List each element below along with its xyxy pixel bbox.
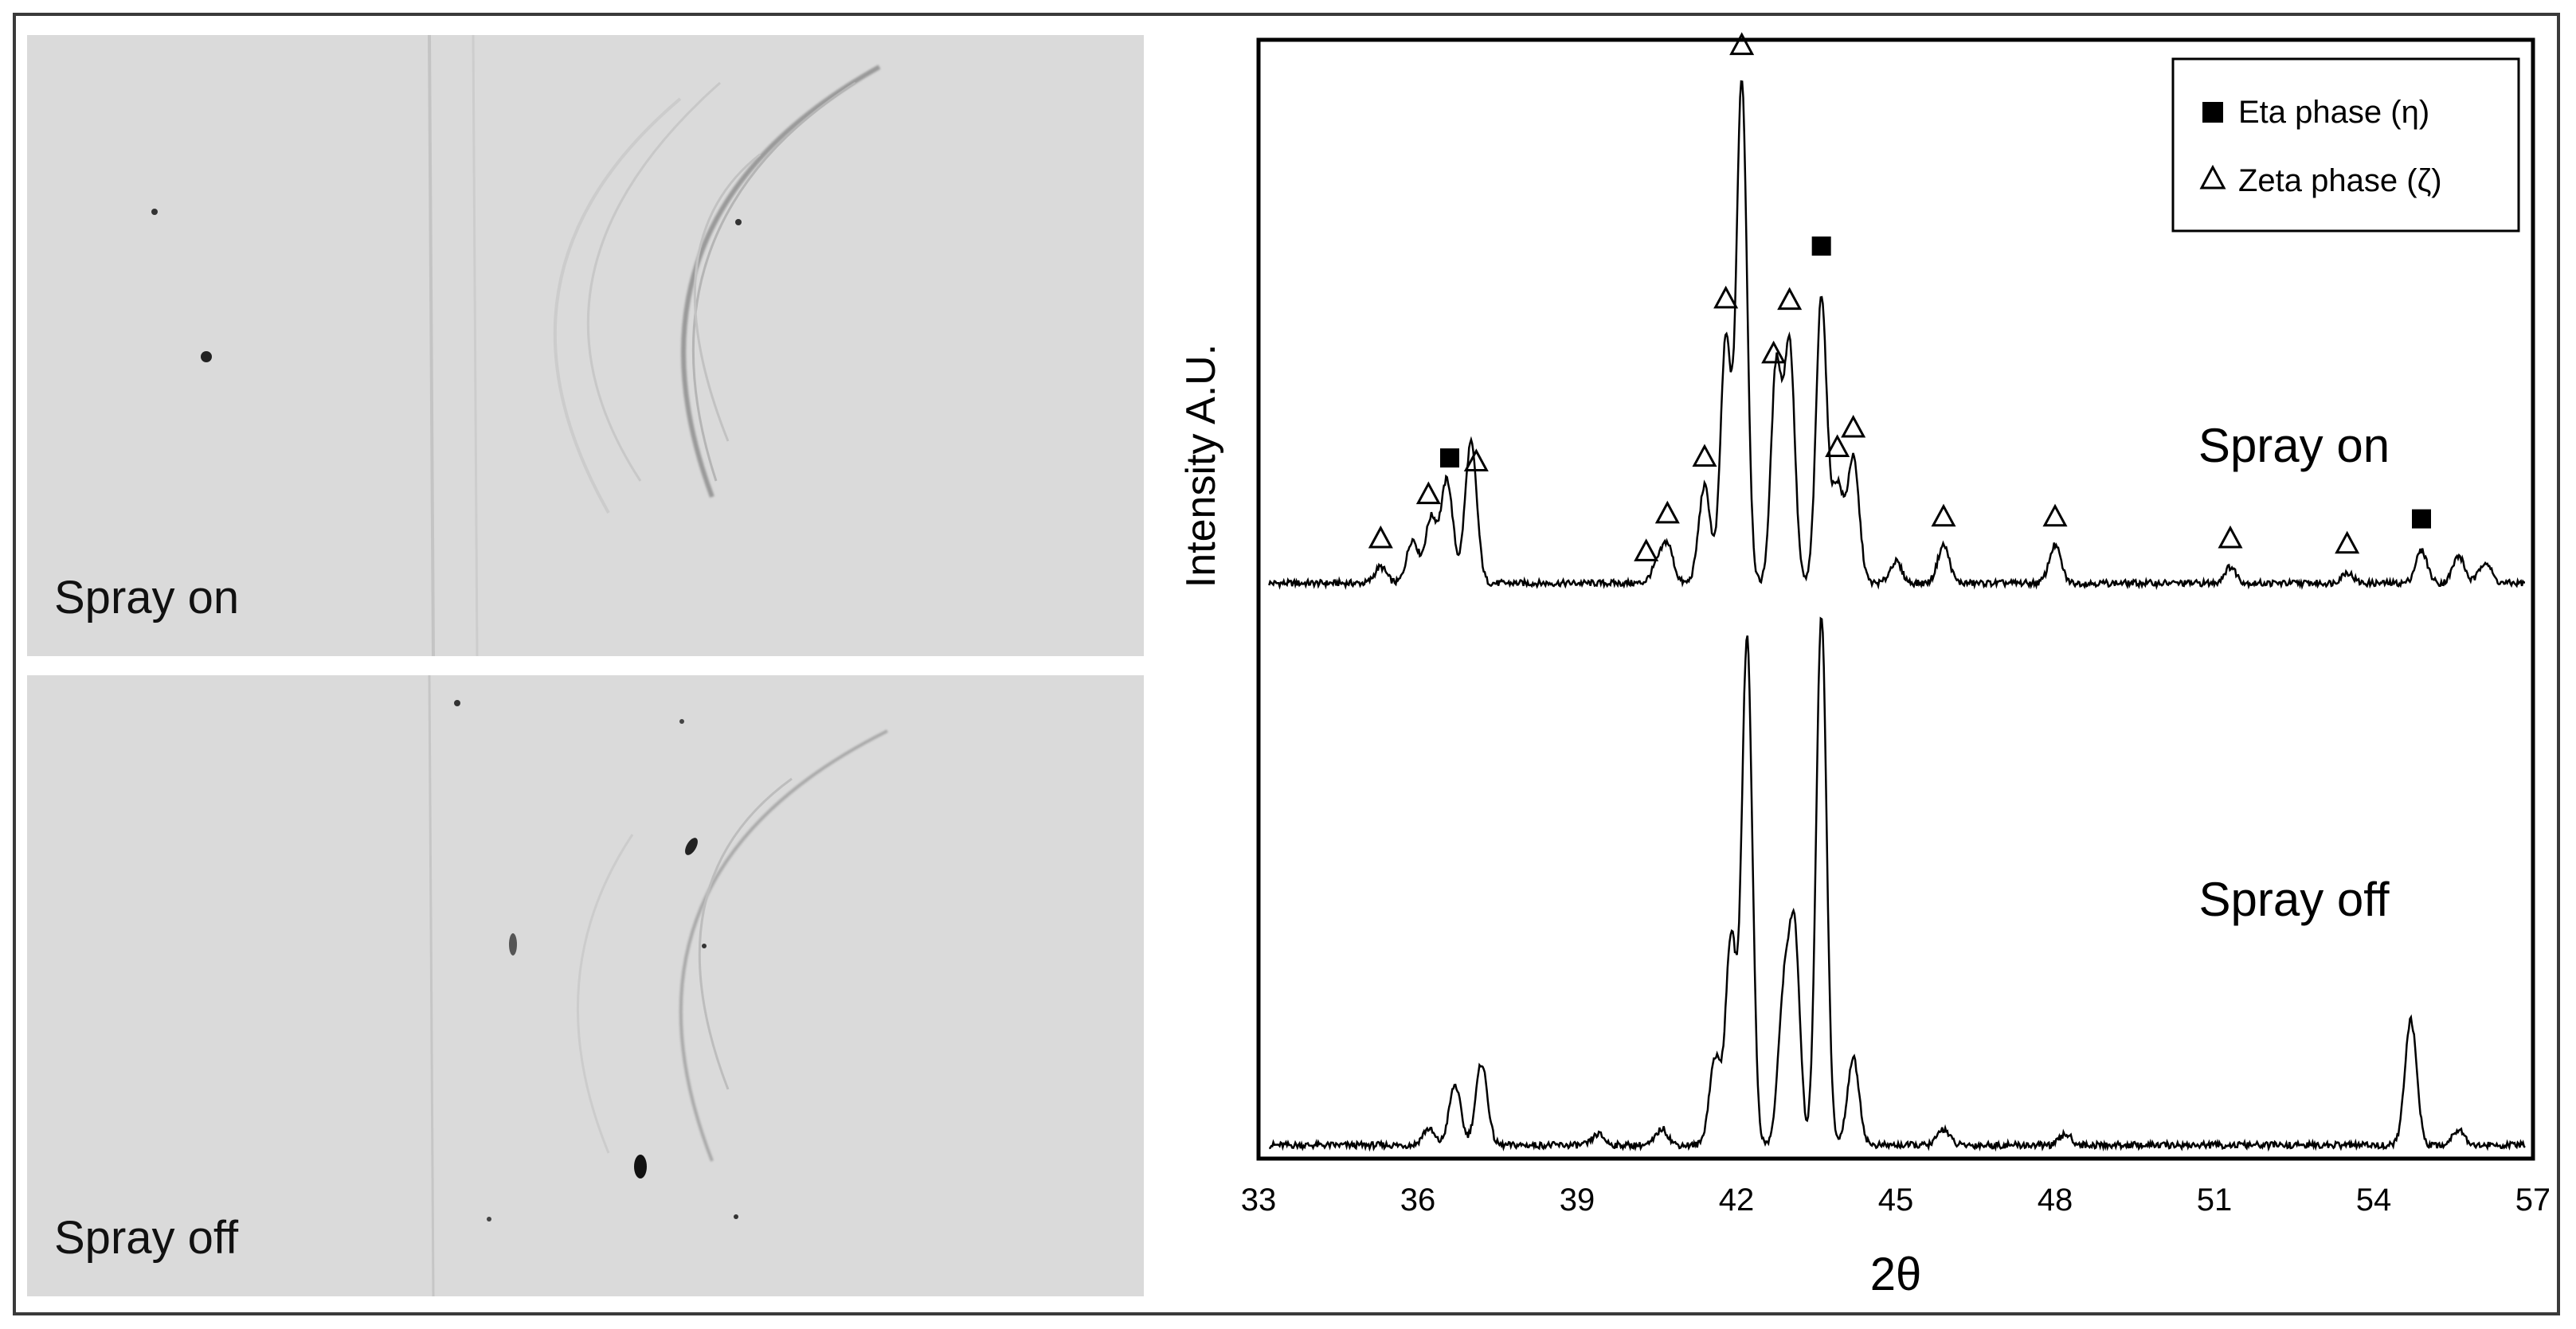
series-label-spray-off: Spray off [2198,873,2389,926]
legend-eta-label: Eta phase (η) [2238,95,2429,130]
legend-zeta-label: Zeta phase (ζ) [2238,163,2442,198]
legend-zeta-marker-icon [2199,164,2226,190]
diffraction-rings-top [27,35,1144,656]
zeta-marker [1692,444,1717,467]
x-tick-label: 36 [1400,1182,1436,1218]
zeta-marker [2042,503,2068,527]
zeta-marker [1761,340,1787,364]
x-tick-label: 39 [1560,1182,1595,1218]
y-axis-label: Intensity A.U. [1179,344,1224,588]
x-axis-label: 2θ [1870,1249,1922,1300]
plot-area [1256,37,2535,1161]
series-line-spray-on [1268,80,2525,591]
zeta-marker [1825,434,1850,457]
x-tick-label: 51 [2197,1182,2233,1218]
zeta-marker [2218,525,2243,549]
legend-box [2171,57,2520,233]
diffraction-image-spray-on: Spray on [27,35,1144,656]
zeta-marker [1368,525,1393,549]
xrd-chart: 33 36 39 42 45 48 51 54 57 Spray on Spray off 2θ… [1178,32,2551,1306]
zeta-marker [2335,530,2360,554]
diffraction-rings-bottom [27,675,1144,1296]
eta-marker [1440,448,1459,468]
x-tick-layer: 33 36 39 42 45 48 51 54 57 [1241,1182,2551,1218]
x-tick-label: 45 [1878,1182,1914,1218]
legend-eta-marker-icon [2202,102,2223,123]
x-tick-label: 57 [2515,1182,2549,1218]
zeta-marker [1729,32,1755,56]
zeta-marker [1777,287,1803,311]
zeta-marker [1463,448,1489,471]
zeta-marker [1931,503,1956,527]
x-tick-label: 54 [2356,1182,2392,1218]
zeta-marker [1841,414,1866,438]
eta-marker [1811,236,1831,256]
series-line-spray-off [1269,616,2526,1152]
phase-marker-layer [1368,32,2431,561]
eta-marker [2412,509,2431,529]
x-tick-label: 48 [2038,1182,2073,1218]
x-tick-label: 42 [1719,1182,1755,1218]
panel-label-spray-on: Spray on [54,572,240,623]
diffraction-image-spray-off: Spray off [27,675,1144,1296]
zeta-marker [1634,538,1659,561]
panel-label-spray-off: Spray off [54,1212,239,1264]
legend: Eta phase (η) Zeta phase (ζ) [2171,57,2520,233]
zeta-marker [1713,285,1739,309]
zeta-marker [1654,500,1680,524]
series-layer [1268,80,2526,1152]
xrd-chart-svg: 33 36 39 42 45 48 51 54 57 Spray on Spray off 2θ… [1178,32,2551,1300]
x-tick-label: 33 [1241,1182,1277,1218]
zeta-marker [1415,481,1441,505]
series-label-spray-on: Spray on [2198,419,2390,472]
